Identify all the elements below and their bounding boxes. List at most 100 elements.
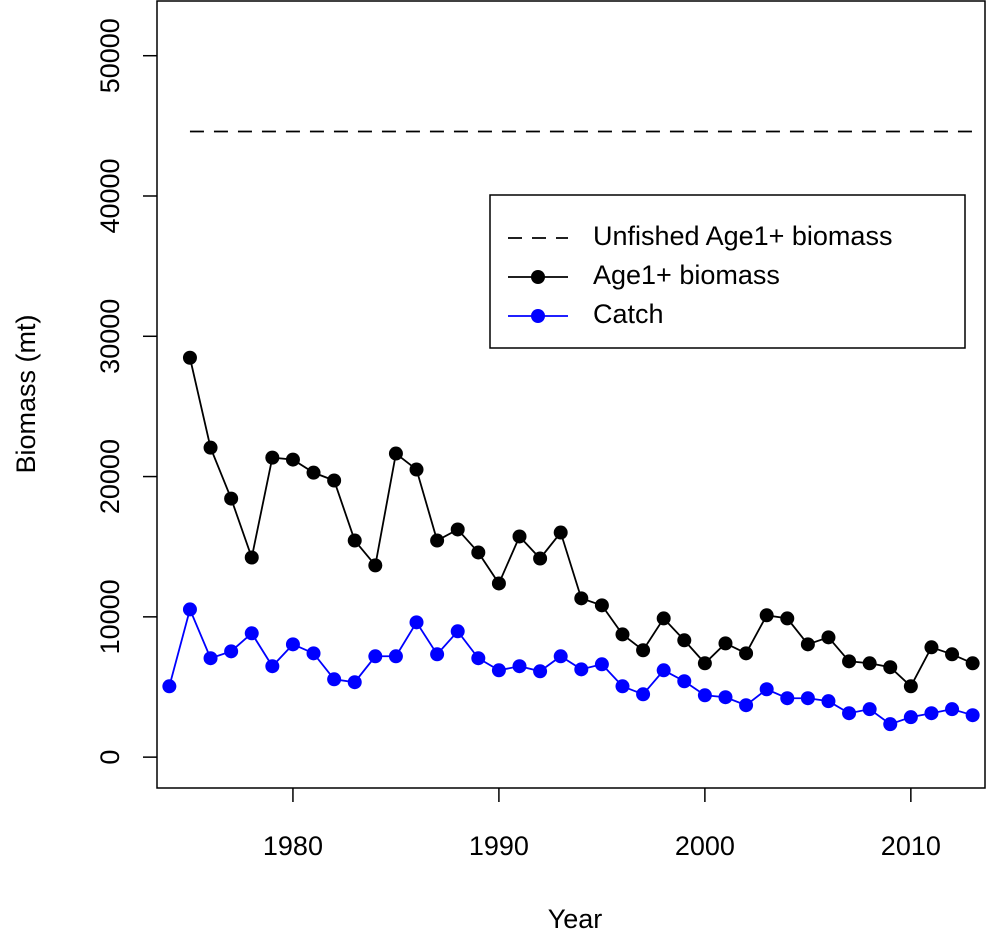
data-point xyxy=(718,636,733,651)
data-point xyxy=(862,656,877,671)
data-point xyxy=(759,608,774,623)
data-point xyxy=(883,717,898,732)
data-point xyxy=(945,647,960,662)
data-point xyxy=(224,491,239,506)
x-axis-label: Year xyxy=(548,904,603,934)
data-point xyxy=(224,644,239,659)
data-point xyxy=(285,452,300,467)
legend-label: Age1+ biomass xyxy=(593,260,780,290)
data-point xyxy=(203,651,218,666)
plot-frame xyxy=(156,0,986,789)
data-point xyxy=(306,646,321,661)
data-point xyxy=(409,615,424,630)
data-point xyxy=(718,690,733,705)
data-point xyxy=(347,675,362,690)
data-point xyxy=(450,522,465,537)
data-point xyxy=(347,533,362,548)
x-tick-label: 1980 xyxy=(263,831,323,861)
data-point xyxy=(388,649,403,664)
data-point xyxy=(924,640,939,655)
x-tick-label: 1990 xyxy=(469,831,529,861)
data-point xyxy=(327,672,342,687)
data-point xyxy=(471,651,486,666)
data-point xyxy=(677,633,692,648)
data-point xyxy=(368,649,383,664)
legend-marker xyxy=(531,270,545,284)
data-point xyxy=(491,663,506,678)
data-point xyxy=(759,682,774,697)
data-point xyxy=(512,529,527,544)
data-point xyxy=(842,706,857,721)
data-point xyxy=(533,664,548,679)
data-point xyxy=(800,637,815,652)
data-point xyxy=(821,630,836,645)
data-point xyxy=(594,598,609,613)
data-point xyxy=(697,688,712,703)
y-axis-label: Biomass (mt) xyxy=(11,314,41,473)
data-point xyxy=(924,706,939,721)
y-tick-label: 0 xyxy=(95,750,125,765)
data-point xyxy=(430,533,445,548)
data-point xyxy=(285,637,300,652)
data-point xyxy=(615,627,630,642)
data-point xyxy=(244,550,259,565)
y-tick-label: 40000 xyxy=(95,158,125,233)
data-point xyxy=(512,659,527,674)
data-point xyxy=(842,654,857,669)
data-point xyxy=(574,591,589,606)
data-point xyxy=(265,659,280,674)
data-point xyxy=(471,545,486,560)
data-point xyxy=(677,674,692,689)
series-line xyxy=(168,606,973,726)
data-point xyxy=(636,687,651,702)
data-point xyxy=(739,698,754,713)
data-point xyxy=(450,624,465,639)
data-point xyxy=(306,465,321,480)
data-point xyxy=(739,646,754,661)
data-point xyxy=(965,656,980,671)
data-point xyxy=(780,691,795,706)
series-line xyxy=(189,357,974,688)
x-tick-label: 2000 xyxy=(675,831,735,861)
data-point xyxy=(491,576,506,591)
data-point xyxy=(553,525,568,540)
data-point xyxy=(780,611,795,626)
data-point xyxy=(656,611,671,626)
data-point xyxy=(203,440,218,455)
data-point xyxy=(697,656,712,671)
data-point xyxy=(656,663,671,678)
data-point xyxy=(574,662,589,677)
legend-marker xyxy=(531,309,545,323)
data-point xyxy=(594,657,609,672)
legend-label: Unfished Age1+ biomass xyxy=(593,221,892,251)
data-point xyxy=(182,602,197,617)
data-point xyxy=(862,702,877,717)
data-point xyxy=(821,694,836,709)
y-tick-label: 30000 xyxy=(95,299,125,374)
data-point xyxy=(162,679,177,694)
data-point xyxy=(265,450,280,465)
legend-label: Catch xyxy=(593,299,664,329)
y-tick-label: 20000 xyxy=(95,439,125,514)
data-point xyxy=(945,702,960,717)
y-tick-label: 50000 xyxy=(95,18,125,93)
x-tick-label: 2010 xyxy=(881,831,941,861)
legend-box xyxy=(489,194,966,349)
data-point xyxy=(244,626,259,641)
data-point xyxy=(903,679,918,694)
data-point xyxy=(409,462,424,477)
y-tick-label: 10000 xyxy=(95,579,125,654)
data-point xyxy=(636,643,651,658)
data-point xyxy=(903,710,918,725)
data-point xyxy=(615,679,630,694)
data-point xyxy=(430,647,445,662)
data-point xyxy=(883,660,898,675)
data-point xyxy=(800,691,815,706)
data-point xyxy=(388,446,403,461)
data-point xyxy=(327,473,342,488)
data-point xyxy=(182,350,197,365)
data-point xyxy=(965,708,980,723)
data-point xyxy=(553,649,568,664)
data-point xyxy=(533,551,548,566)
